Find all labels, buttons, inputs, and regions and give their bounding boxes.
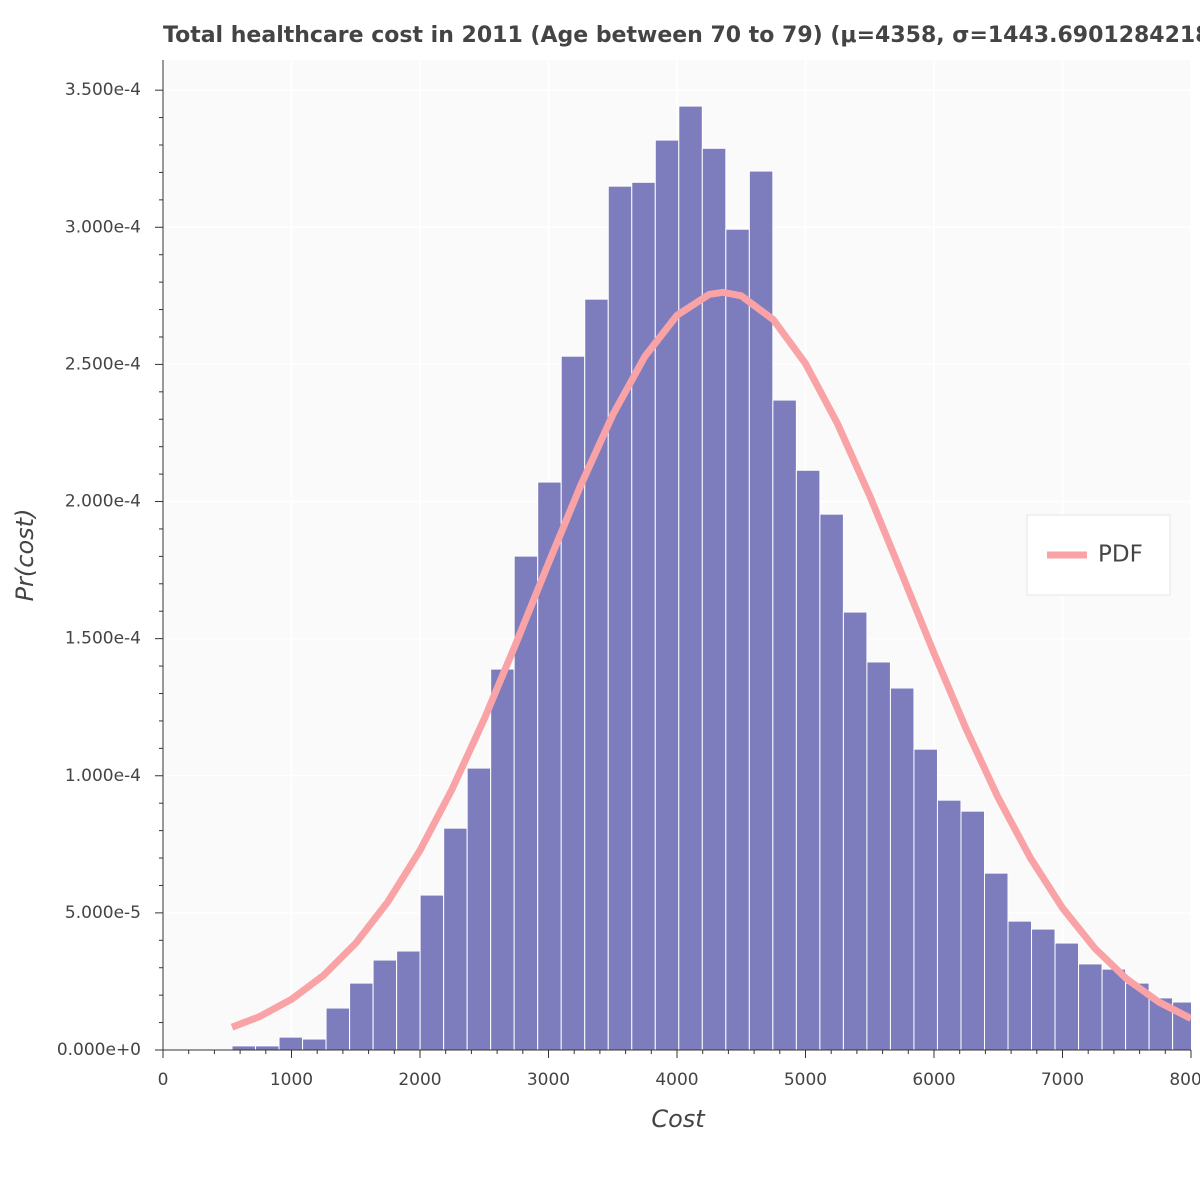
y-tick-label: 0.000e+0 xyxy=(57,1040,141,1060)
bar xyxy=(1054,942,1080,1050)
legend: PDF xyxy=(1026,514,1171,596)
bar xyxy=(255,1045,280,1050)
x-tick-label: 7000 xyxy=(1041,1070,1084,1090)
bar xyxy=(349,982,374,1050)
bar xyxy=(889,687,915,1050)
x-tick-label: 3000 xyxy=(527,1070,570,1090)
bar xyxy=(631,181,656,1050)
bar xyxy=(419,894,445,1050)
bar xyxy=(607,185,633,1050)
bar xyxy=(443,827,468,1050)
bar xyxy=(654,139,680,1050)
chart-title: Total healthcare cost in 2011 (Age betwe… xyxy=(163,23,1200,48)
bar xyxy=(984,872,1009,1050)
x-tick-label: 1000 xyxy=(270,1070,313,1090)
bar xyxy=(936,799,962,1050)
x-tick-label: 8000 xyxy=(1169,1070,1200,1090)
bar xyxy=(960,810,986,1050)
bar xyxy=(678,105,703,1050)
pdf-line xyxy=(230,288,1191,1031)
x-tick-label: 6000 xyxy=(912,1070,955,1090)
x-tick-label: 0 xyxy=(158,1070,169,1090)
x-axis-label: Cost xyxy=(651,1105,706,1133)
bar xyxy=(842,611,868,1050)
x-tick-label: 5000 xyxy=(784,1070,827,1090)
bar xyxy=(1078,963,1103,1050)
bar xyxy=(866,661,891,1050)
y-tick-label: 1.500e-4 xyxy=(65,629,141,649)
bar xyxy=(372,959,398,1050)
bar xyxy=(795,469,821,1050)
bar xyxy=(1007,920,1033,1050)
bar xyxy=(396,950,421,1050)
bar xyxy=(725,228,750,1050)
x-tick-label: 4000 xyxy=(655,1070,698,1090)
bar xyxy=(1101,968,1127,1050)
y-tick-label: 3.500e-4 xyxy=(65,80,141,100)
bar xyxy=(1031,928,1056,1050)
bar xyxy=(701,147,727,1050)
bar xyxy=(772,399,797,1050)
bar xyxy=(913,748,938,1050)
bar xyxy=(302,1038,327,1050)
y-tick-label: 2.000e-4 xyxy=(65,492,141,512)
bar xyxy=(490,668,515,1050)
bar xyxy=(466,767,492,1050)
marks xyxy=(230,105,1191,1050)
bar xyxy=(819,513,844,1050)
y-axis-label: Pr(cost) xyxy=(11,509,39,602)
bar xyxy=(584,298,609,1050)
y-tick-label: 3.000e-4 xyxy=(65,217,141,237)
x-tick-label: 2000 xyxy=(398,1070,441,1090)
bar xyxy=(278,1036,304,1050)
bar xyxy=(325,1007,351,1050)
bar xyxy=(231,1045,257,1050)
y-tick-label: 5.000e-5 xyxy=(65,903,141,923)
axes: 0.000e+0 5.000e-5 1.000e-4 1.500e-4 2.000e-4… xyxy=(57,60,1200,1090)
y-tick-label: 2.500e-4 xyxy=(65,354,141,374)
y-tick-label: 1.000e-4 xyxy=(65,766,141,786)
bar xyxy=(560,355,586,1050)
legend-label: PDF xyxy=(1098,542,1143,568)
